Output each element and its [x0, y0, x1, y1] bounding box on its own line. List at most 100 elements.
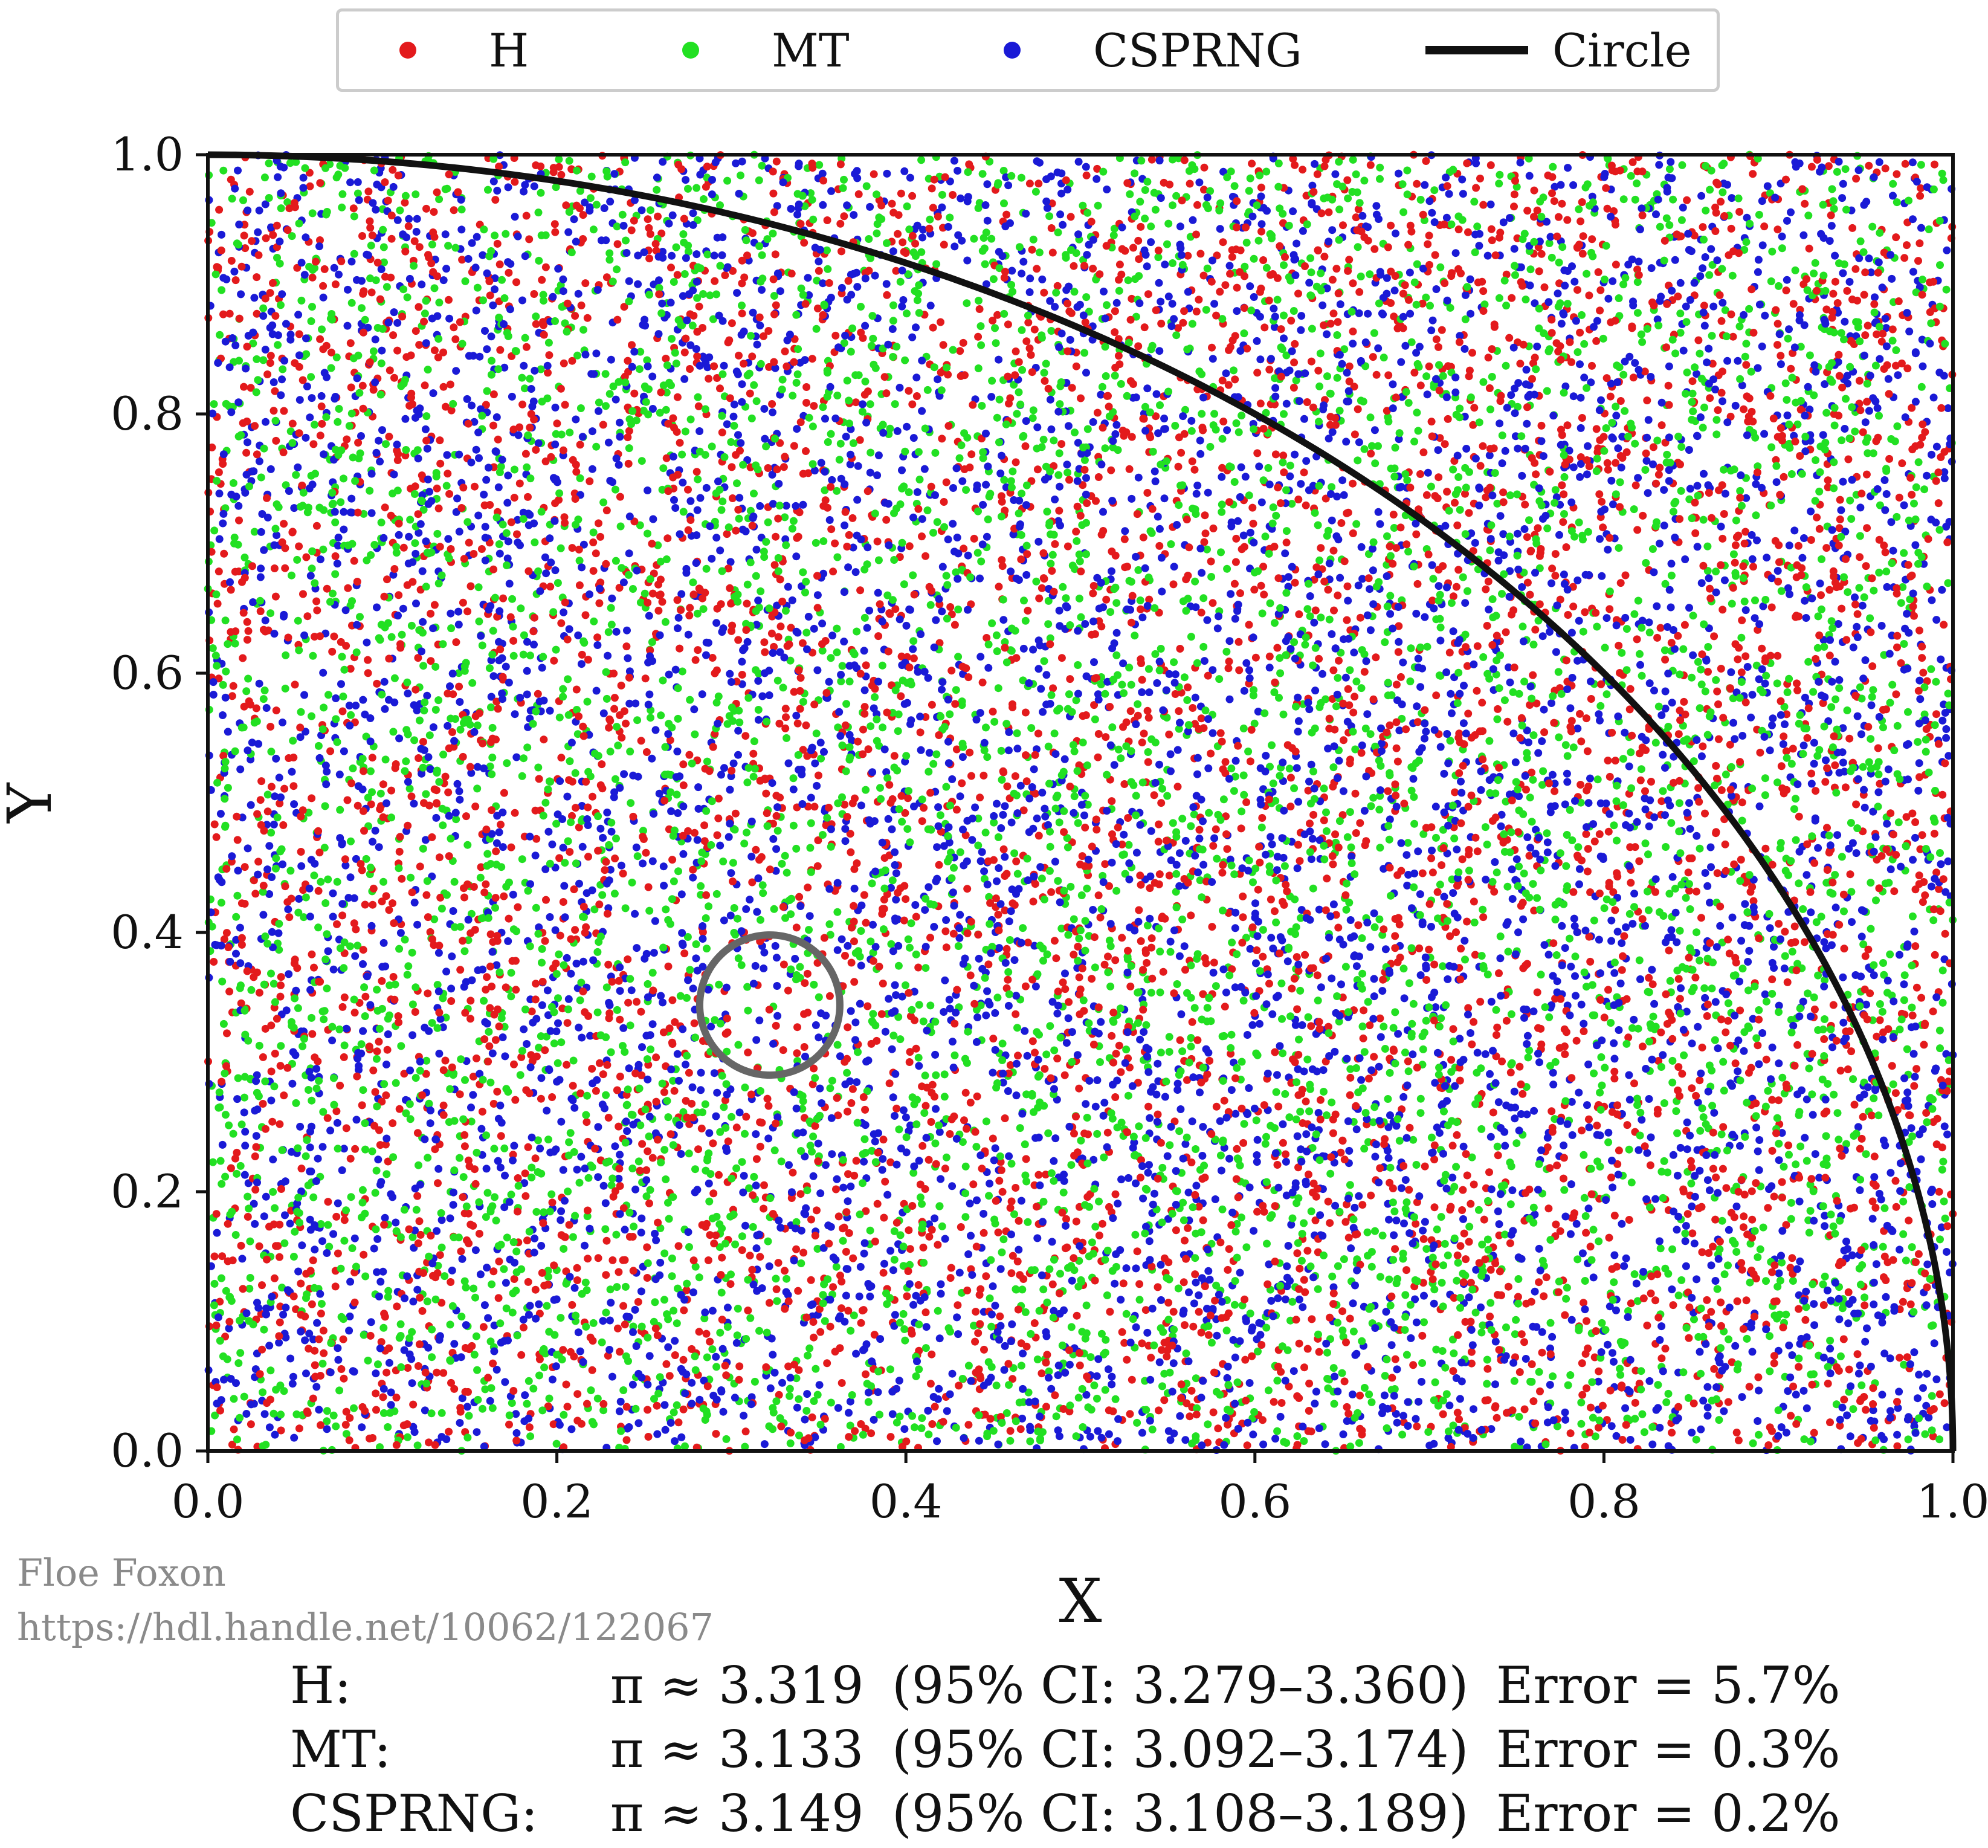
scatter-point-h	[435, 853, 444, 862]
scatter-point-mt	[491, 1193, 499, 1201]
scatter-point-h	[256, 607, 265, 615]
scatter-point-csprng	[1755, 802, 1764, 810]
scatter-point-csprng	[448, 952, 456, 961]
scatter-point-mt	[1436, 263, 1445, 271]
scatter-point-h	[1328, 276, 1337, 284]
scatter-point-mt	[1602, 242, 1610, 250]
scatter-point-mt	[1764, 1087, 1772, 1095]
scatter-point-h	[1267, 895, 1275, 903]
scatter-point-csprng	[255, 457, 263, 465]
scatter-point-h	[277, 1426, 285, 1435]
scatter-point-csprng	[326, 1368, 335, 1377]
scatter-point-mt	[1512, 1316, 1520, 1324]
scatter-point-mt	[488, 1404, 497, 1412]
scatter-point-csprng	[1681, 1237, 1689, 1245]
scatter-point-mt	[1212, 982, 1220, 990]
scatter-point-mt	[1450, 1349, 1458, 1357]
scatter-point-mt	[1944, 690, 1952, 698]
scatter-point-mt	[250, 528, 259, 536]
scatter-point-mt	[467, 1117, 476, 1126]
scatter-point-csprng	[1297, 326, 1305, 334]
scatter-point-h	[1144, 1102, 1152, 1111]
scatter-point-mt	[1677, 486, 1685, 495]
scatter-point-h	[573, 1390, 582, 1398]
scatter-point-csprng	[1443, 583, 1451, 592]
scatter-point-csprng	[592, 687, 601, 695]
scatter-point-mt	[956, 848, 964, 856]
scatter-point-csprng	[1572, 1220, 1581, 1228]
scatter-point-h	[1441, 279, 1449, 288]
scatter-point-mt	[647, 206, 654, 215]
scatter-point-mt	[233, 1169, 241, 1178]
scatter-point-csprng	[1110, 761, 1118, 769]
scatter-point-csprng	[1810, 1300, 1818, 1308]
scatter-point-mt	[1696, 844, 1704, 853]
scatter-point-h	[714, 814, 723, 822]
scatter-point-csprng	[692, 559, 700, 567]
scatter-point-h	[795, 893, 804, 901]
scatter-point-mt	[1328, 483, 1336, 491]
scatter-point-h	[1560, 490, 1568, 499]
scatter-point-csprng	[871, 271, 879, 280]
scatter-point-mt	[1077, 613, 1085, 621]
scatter-point-csprng	[1583, 470, 1591, 479]
scatter-point-mt	[819, 403, 827, 412]
scatter-point-csprng	[1427, 923, 1435, 931]
scatter-point-csprng	[1828, 677, 1836, 686]
scatter-point-mt	[1143, 178, 1152, 186]
scatter-point-h	[686, 604, 694, 612]
scatter-point-h	[1486, 1265, 1495, 1274]
scatter-point-mt	[1488, 877, 1497, 886]
scatter-point-mt	[673, 790, 681, 799]
scatter-point-csprng	[1499, 530, 1508, 538]
scatter-point-h	[1749, 418, 1757, 425]
scatter-point-csprng	[1328, 974, 1336, 983]
scatter-point-csprng	[1650, 568, 1658, 577]
scatter-point-mt	[1334, 1319, 1341, 1327]
scatter-point-h	[495, 1257, 503, 1265]
scatter-point-csprng	[1352, 1125, 1361, 1134]
scatter-point-mt	[781, 513, 789, 522]
scatter-point-mt	[1549, 163, 1557, 171]
scatter-point-csprng	[603, 809, 612, 816]
scatter-point-csprng	[967, 1232, 975, 1240]
scatter-point-mt	[1493, 868, 1501, 877]
scatter-point-mt	[1020, 596, 1028, 605]
scatter-point-csprng	[723, 420, 731, 428]
scatter-point-csprng	[1092, 175, 1101, 183]
scatter-point-csprng	[1731, 1342, 1740, 1350]
scatter-point-mt	[1254, 1347, 1262, 1355]
scatter-point-h	[1367, 1191, 1375, 1200]
scatter-point-csprng	[468, 401, 476, 410]
scatter-point-h	[1470, 1180, 1478, 1189]
scatter-point-mt	[1759, 1223, 1767, 1232]
scatter-point-h	[1822, 544, 1831, 552]
scatter-point-h	[794, 1287, 802, 1295]
scatter-point-h	[1916, 192, 1925, 200]
scatter-point-csprng	[1370, 909, 1378, 917]
scatter-point-h	[1209, 1408, 1218, 1417]
scatter-point-mt	[1227, 1030, 1236, 1039]
scatter-point-h	[645, 254, 654, 263]
scatter-point-h	[1304, 786, 1312, 795]
scatter-point-h	[1703, 1296, 1711, 1304]
scatter-point-csprng	[661, 1426, 670, 1434]
scatter-point-csprng	[712, 1352, 720, 1361]
scatter-point-csprng	[1231, 1110, 1240, 1118]
scatter-point-csprng	[1418, 920, 1427, 929]
scatter-point-mt	[1381, 1372, 1389, 1380]
scatter-point-mt	[379, 877, 387, 886]
scatter-point-csprng	[1514, 444, 1522, 453]
scatter-point-mt	[1666, 977, 1674, 985]
scatter-point-h	[1691, 529, 1700, 537]
scatter-point-mt	[1203, 1004, 1212, 1012]
scatter-point-h	[1188, 457, 1196, 465]
scatter-point-csprng	[318, 1237, 326, 1245]
scatter-point-h	[295, 330, 303, 338]
scatter-point-h	[309, 1256, 317, 1265]
scatter-point-h	[1199, 271, 1208, 280]
scatter-point-csprng	[1655, 1237, 1664, 1245]
scatter-point-mt	[1143, 921, 1152, 929]
scatter-point-h	[1454, 225, 1463, 234]
scatter-point-mt	[1573, 1255, 1582, 1264]
